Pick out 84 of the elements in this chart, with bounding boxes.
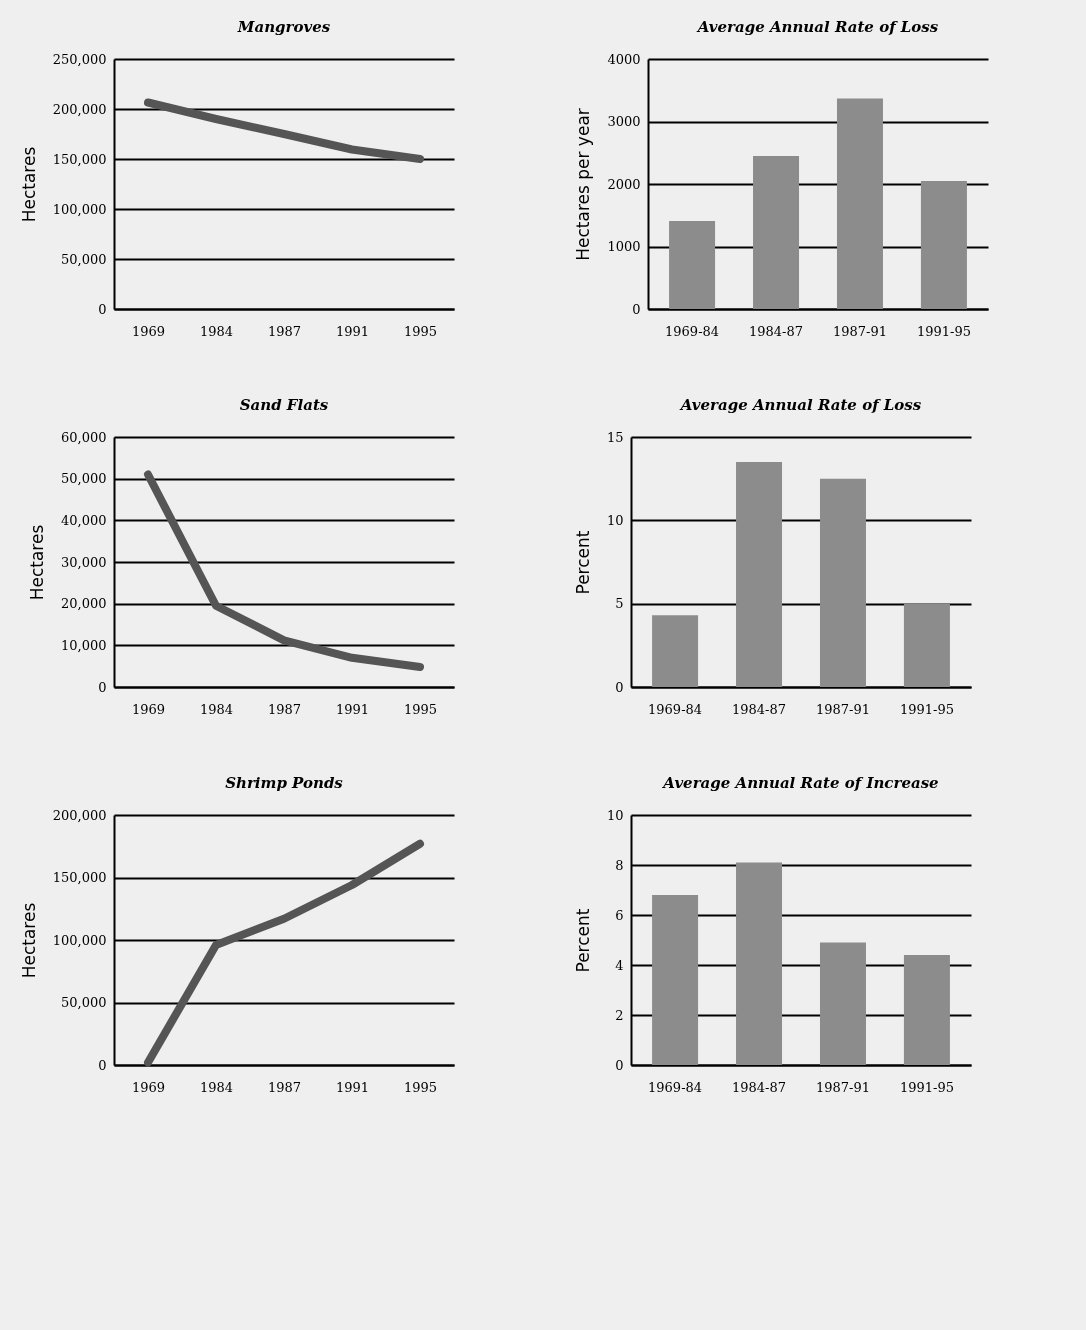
bar bbox=[903, 603, 950, 687]
x-tick-label: 1984-87 bbox=[749, 323, 804, 339]
y-tick-label: 0 bbox=[98, 679, 107, 695]
y-tick-label: 5 bbox=[615, 596, 624, 612]
bar bbox=[669, 220, 716, 309]
y-axis-title: Percent bbox=[572, 908, 593, 973]
bar bbox=[652, 895, 699, 1065]
bar bbox=[736, 862, 783, 1065]
x-tick-label: 1987-91 bbox=[815, 1079, 870, 1095]
bar bbox=[920, 180, 967, 309]
x-tick-label: 1987-91 bbox=[832, 323, 887, 339]
y-tick-label: 3000 bbox=[607, 114, 641, 129]
x-tick-label: 1987-91 bbox=[815, 701, 870, 717]
x-tick-label: 1987 bbox=[267, 1079, 302, 1095]
x-tick-label: 1984-87 bbox=[732, 1079, 787, 1095]
chart-title: Average Annual Rate of Loss bbox=[678, 396, 922, 414]
y-tick-label: 10 bbox=[606, 512, 624, 528]
y-tick-label: 4 bbox=[615, 957, 624, 973]
y-tick-label: 30,000 bbox=[61, 554, 107, 570]
y-axis-title: Hectares per year bbox=[573, 108, 594, 261]
y-tick-label: 50,000 bbox=[61, 995, 107, 1010]
bar bbox=[819, 478, 866, 687]
bar bbox=[903, 955, 950, 1065]
y-tick-label: 0 bbox=[98, 1057, 107, 1073]
x-tick-label: 1969-84 bbox=[648, 1079, 703, 1095]
y-tick-label: 10,000 bbox=[61, 637, 107, 653]
y-tick-label: 1000 bbox=[607, 239, 641, 254]
chart-title: Average Annual Rate of Loss bbox=[695, 18, 939, 36]
bar bbox=[736, 462, 783, 687]
y-axis-title: Percent bbox=[572, 530, 593, 595]
y-axis-title: Hectares bbox=[27, 524, 48, 601]
x-tick-label: 1969-84 bbox=[648, 701, 703, 717]
bar bbox=[836, 98, 883, 309]
y-tick-label: 0 bbox=[632, 301, 641, 317]
y-tick-label: 10 bbox=[606, 807, 624, 823]
y-tick-label: 50,000 bbox=[61, 251, 107, 267]
x-tick-label: 1995 bbox=[403, 701, 438, 717]
x-tick-label: 1987 bbox=[267, 323, 302, 339]
x-tick-label: 1991 bbox=[335, 323, 370, 339]
x-tick-label: 1995 bbox=[403, 1079, 438, 1095]
y-tick-label: 0 bbox=[98, 301, 107, 317]
chart-title: Mangroves bbox=[236, 18, 331, 36]
y-tick-label: 200,000 bbox=[52, 101, 107, 117]
x-tick-label: 1984 bbox=[199, 701, 234, 717]
y-tick-label: 15 bbox=[606, 429, 624, 445]
x-tick-label: 1991 bbox=[335, 1079, 370, 1095]
y-tick-label: 200,000 bbox=[52, 807, 107, 823]
chart-title: Average Annual Rate of Increase bbox=[661, 774, 939, 792]
y-tick-label: 100,000 bbox=[52, 932, 107, 948]
x-tick-label: 1991 bbox=[335, 701, 370, 717]
x-tick-label: 1969-84 bbox=[665, 323, 720, 339]
y-tick-label: 0 bbox=[615, 1057, 624, 1073]
x-tick-label: 1969 bbox=[131, 701, 166, 717]
bar bbox=[652, 615, 699, 687]
x-tick-label: 1969 bbox=[131, 1079, 166, 1095]
y-tick-label: 50,000 bbox=[61, 471, 107, 487]
y-tick-label: 8 bbox=[615, 857, 624, 873]
y-axis-title: Hectares bbox=[18, 902, 39, 979]
bar bbox=[819, 942, 866, 1065]
y-tick-label: 150,000 bbox=[52, 870, 107, 885]
y-tick-label: 0 bbox=[615, 679, 624, 695]
y-tick-label: 2 bbox=[615, 1007, 624, 1023]
y-tick-label: 40,000 bbox=[61, 512, 107, 528]
y-axis-title: Hectares bbox=[18, 146, 39, 223]
x-tick-label: 1984 bbox=[199, 1079, 234, 1095]
bar bbox=[753, 155, 800, 309]
y-tick-label: 250,000 bbox=[52, 51, 107, 67]
chart-title: Shrimp Ponds bbox=[225, 774, 344, 792]
x-tick-label: 1969 bbox=[131, 323, 166, 339]
x-tick-label: 1991-95 bbox=[899, 1079, 954, 1095]
y-tick-label: 2000 bbox=[607, 176, 641, 192]
y-tick-label: 60,000 bbox=[61, 429, 107, 445]
x-tick-label: 1984 bbox=[199, 323, 234, 339]
x-tick-label: 1987 bbox=[267, 701, 302, 717]
y-tick-label: 4000 bbox=[607, 51, 641, 67]
y-tick-label: 100,000 bbox=[52, 201, 107, 217]
x-tick-label: 1991-95 bbox=[899, 701, 954, 717]
chart-title: Sand Flats bbox=[239, 396, 329, 414]
x-tick-label: 1991-95 bbox=[916, 323, 971, 339]
x-tick-label: 1984-87 bbox=[732, 701, 787, 717]
y-tick-label: 20,000 bbox=[61, 596, 107, 612]
x-tick-label: 1995 bbox=[403, 323, 438, 339]
y-tick-label: 150,000 bbox=[52, 151, 107, 167]
y-tick-label: 6 bbox=[615, 907, 624, 923]
